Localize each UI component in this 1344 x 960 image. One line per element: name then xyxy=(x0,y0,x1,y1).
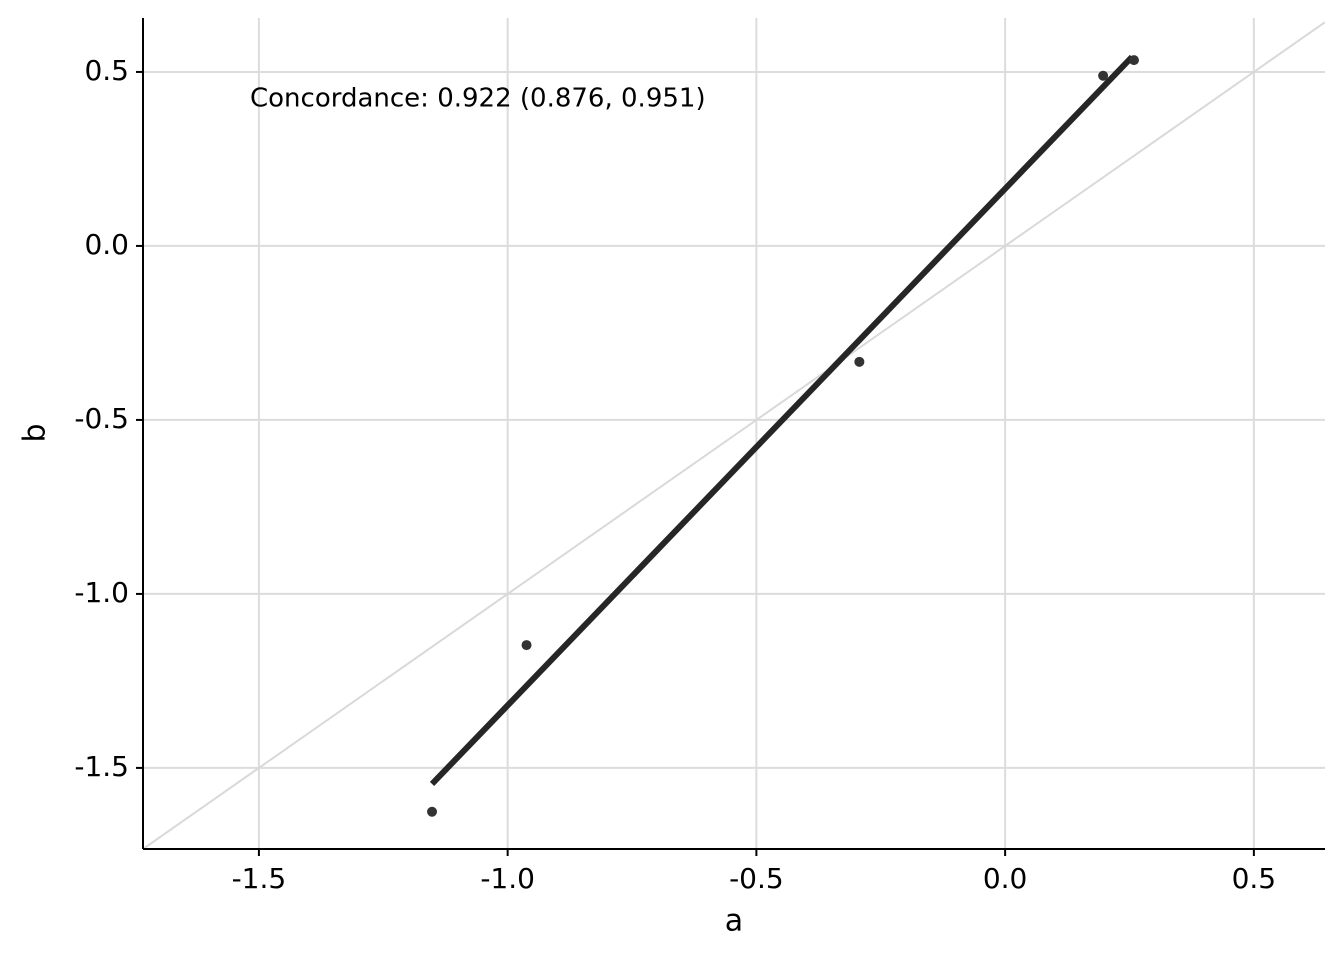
y-axis-title: b xyxy=(18,423,53,442)
point xyxy=(1098,70,1109,81)
point xyxy=(427,806,438,817)
y-tick-label: 0.5 xyxy=(84,54,129,87)
grid xyxy=(143,18,1325,849)
y-tick-label: 0.0 xyxy=(84,228,129,261)
point xyxy=(1128,55,1139,66)
point xyxy=(521,640,532,651)
ticks: -1.5 -1.0 -0.5 0.0 0.5 -1.5 -1.0 -0.5 0.0 0.5 xyxy=(74,54,1276,895)
plot-area xyxy=(143,21,1325,849)
y-tick-label: -1.5 xyxy=(74,750,129,783)
x-tick-label: 0.0 xyxy=(983,862,1028,895)
y-tick-label: -0.5 xyxy=(74,402,129,435)
point xyxy=(854,356,865,367)
x-tick-label: -0.5 xyxy=(729,862,784,895)
annotation: Concordance: 0.922 (0.876, 0.951) xyxy=(250,84,706,114)
identity-line xyxy=(143,21,1325,849)
x-tick-label: -1.0 xyxy=(480,862,535,895)
x-axis-title: a xyxy=(725,904,743,939)
y-tick-label: -1.0 xyxy=(74,576,129,609)
x-tick-label: -1.5 xyxy=(232,862,287,895)
x-tick-label: 0.5 xyxy=(1232,862,1277,895)
fit-line xyxy=(429,54,1135,787)
